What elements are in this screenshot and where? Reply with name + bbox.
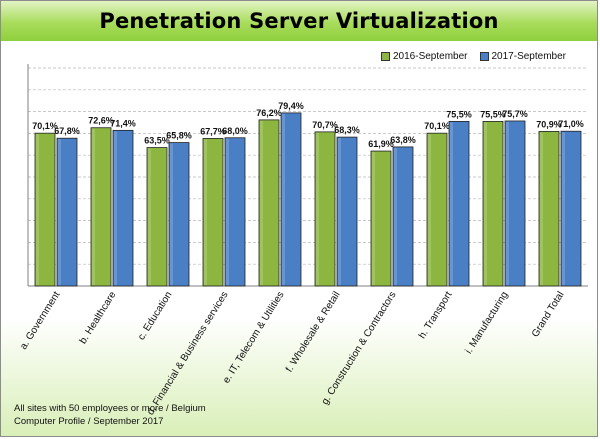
bar-highlight	[428, 134, 431, 285]
bar	[146, 147, 168, 287]
data-label: 61,9%	[368, 139, 394, 149]
x-tick-label: a. Government	[18, 290, 62, 352]
footer-line-2: Computer Profile / September 2017	[14, 416, 164, 427]
bar	[34, 132, 56, 287]
bar-highlight	[394, 147, 397, 285]
bar-highlight	[506, 121, 509, 285]
x-tick-label: b. Healthcare	[78, 289, 119, 346]
bar-highlight	[484, 122, 487, 285]
x-tick-label: e. IT, Telecom & Utilities	[221, 290, 286, 386]
bar-highlight	[372, 152, 375, 285]
data-label: 68,0%	[222, 126, 248, 136]
data-label: 67,8%	[54, 126, 80, 136]
bar	[112, 129, 134, 287]
bar-highlight	[260, 120, 263, 285]
bar	[392, 146, 414, 287]
bar	[448, 121, 470, 287]
data-label: 75,7%	[502, 109, 528, 119]
data-label: 70,1%	[32, 121, 58, 131]
data-label: 70,1%	[424, 121, 450, 131]
x-tick-label: h. Transport	[417, 290, 455, 341]
data-label: 63,5%	[144, 136, 170, 146]
bar-highlight	[114, 131, 117, 285]
bar-highlight	[562, 132, 565, 285]
legend-label-2016: 2016-September	[393, 51, 468, 62]
bar	[258, 119, 280, 287]
bar	[504, 120, 526, 287]
data-label: 65,8%	[166, 131, 192, 141]
data-label: 76,2%	[256, 108, 282, 118]
data-label: 71,4%	[110, 118, 136, 128]
x-tick-label: i. Manufacturing	[464, 290, 511, 356]
bar	[280, 112, 302, 287]
data-label: 70,7%	[312, 120, 338, 130]
bar-highlight	[316, 132, 319, 285]
legend-swatch-2017	[479, 52, 489, 61]
x-tick-label: f. Wholesale & Retail	[284, 290, 343, 375]
chart-footer: All sites with 50 employees or more / Be…	[14, 402, 206, 428]
bar	[426, 132, 448, 287]
bar	[538, 131, 560, 287]
bar	[370, 150, 392, 287]
bar-highlight	[92, 128, 95, 285]
bar	[202, 138, 224, 287]
legend-label-2017: 2017-September	[491, 51, 567, 62]
data-label: 71,0%	[558, 119, 584, 129]
bar-highlight	[450, 122, 453, 285]
data-label: 75,5%	[480, 109, 506, 119]
data-label: 68,3%	[334, 125, 360, 135]
bar-highlight	[58, 139, 61, 285]
data-label: 70,9%	[536, 119, 562, 129]
chart-legend: 2016-September 2017-September	[381, 51, 578, 62]
data-label: 72,6%	[88, 116, 114, 126]
bar	[482, 121, 504, 287]
bar	[560, 130, 582, 287]
bar-highlight	[282, 113, 285, 286]
bar-highlight	[148, 148, 151, 285]
data-label: 75,5%	[446, 109, 472, 119]
title-band: Penetration Server Virtualization	[1, 1, 597, 41]
bar-highlight	[338, 138, 341, 285]
bar	[56, 137, 78, 287]
bar	[224, 137, 246, 287]
bar	[90, 127, 112, 287]
bar-highlight	[204, 139, 207, 285]
bar-highlight	[36, 134, 39, 285]
bar-highlight	[170, 143, 173, 285]
chart-title: Penetration Server Virtualization	[99, 9, 499, 33]
legend-item-2017: 2017-September	[479, 51, 567, 62]
data-label: 63,8%	[390, 135, 416, 145]
bar-highlight	[226, 138, 229, 285]
bar-highlight	[540, 132, 543, 285]
legend-item-2016: 2016-September	[381, 51, 468, 62]
bar	[168, 142, 190, 287]
x-tick-label: c. Education	[136, 290, 174, 343]
data-label: 79,4%	[278, 101, 304, 111]
data-label: 67,7%	[200, 126, 226, 136]
bar	[314, 131, 336, 287]
footer-line-1: All sites with 50 employees or more / Be…	[14, 403, 206, 414]
bar	[336, 136, 358, 287]
x-tick-label: Grand Total	[530, 290, 567, 340]
legend-swatch-2016	[381, 52, 390, 61]
